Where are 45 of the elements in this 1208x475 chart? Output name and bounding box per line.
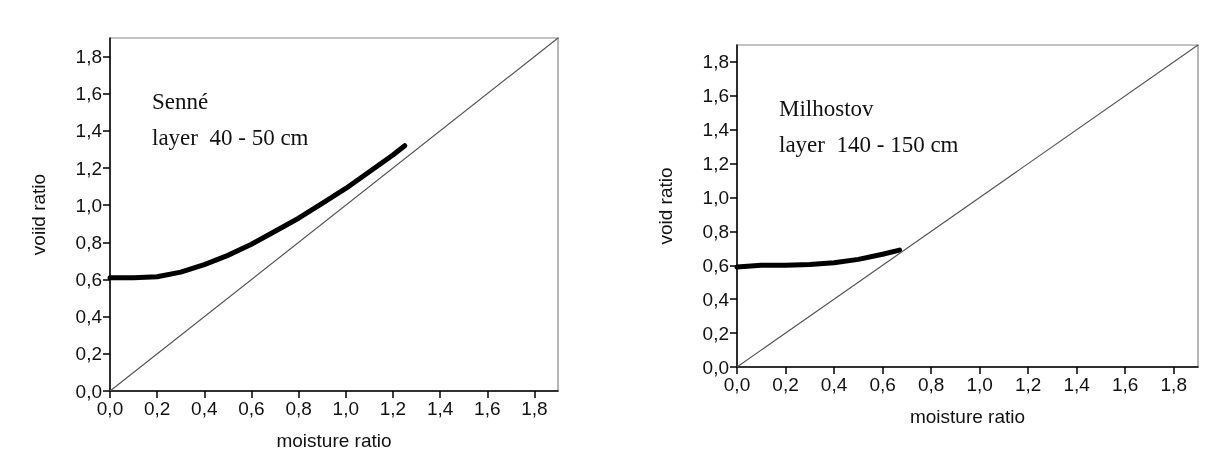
x-tick-label: 0,2 [143,398,171,419]
x-axis-title: moisture ratio [276,430,392,451]
x-tick-label: 0,2 [772,374,799,395]
x-tick-label: 1,4 [426,398,454,419]
x-tick-label: 0,8 [285,398,312,419]
y-axis-title: void ratio [655,167,676,245]
y-tick-label: 1,2 [75,157,102,179]
y-tick-label: 0,2 [75,343,102,365]
x-tick-label: 0,4 [820,374,848,395]
y-axis-title: voiid ratio [28,173,49,256]
x-tick-label: 1,0 [332,398,359,419]
x-tick-label: 1,6 [474,398,501,419]
y-tick-label: 1,4 [702,119,730,141]
y-tick-label: 1,8 [702,51,729,73]
x-tick-label: 0,4 [191,398,218,419]
y-tick-label: 0,8 [75,231,102,253]
annotation: Senné [152,89,209,114]
annotation: layer 140 - 150 cm [779,132,959,157]
y-tick-label: 0,2 [702,322,729,344]
x-tick-label: 1,8 [1160,374,1187,395]
x-tick-label: 0,0 [96,398,124,419]
y-tick-label: 1,8 [75,46,102,68]
x-tick-label: 1,2 [379,398,407,419]
x-tick-label: 1,2 [1014,374,1042,395]
x-axis-title: moisture ratio [909,406,1026,427]
x-tick-label: 0,6 [238,398,265,419]
x-tick-label: 1,6 [1112,374,1139,395]
y-tick-label: 0,6 [702,254,729,276]
y-tick-label: 0,8 [702,220,729,242]
x-tick-label: 1,0 [966,374,993,395]
y-tick-label: 1,6 [702,85,729,107]
y-tick-label: 0,4 [75,306,103,328]
y-tick-label: 0,4 [702,288,730,310]
annotation: Milhostov [779,96,875,121]
y-tick-label: 1,2 [702,153,729,175]
y-tick-label: 1,6 [75,83,102,105]
x-tick-label: 1,8 [521,398,548,419]
y-tick-label: 0,6 [75,269,102,291]
y-tick-label: 1,0 [75,194,102,216]
y-tick-label: 1,0 [702,187,729,209]
annotation: layer 40 - 50 cm [152,125,309,150]
x-tick-label: 0,8 [917,374,945,395]
x-tick-label: 0,6 [869,374,896,395]
y-tick-label: 1,4 [75,120,103,142]
x-tick-label: 1,4 [1063,374,1091,395]
